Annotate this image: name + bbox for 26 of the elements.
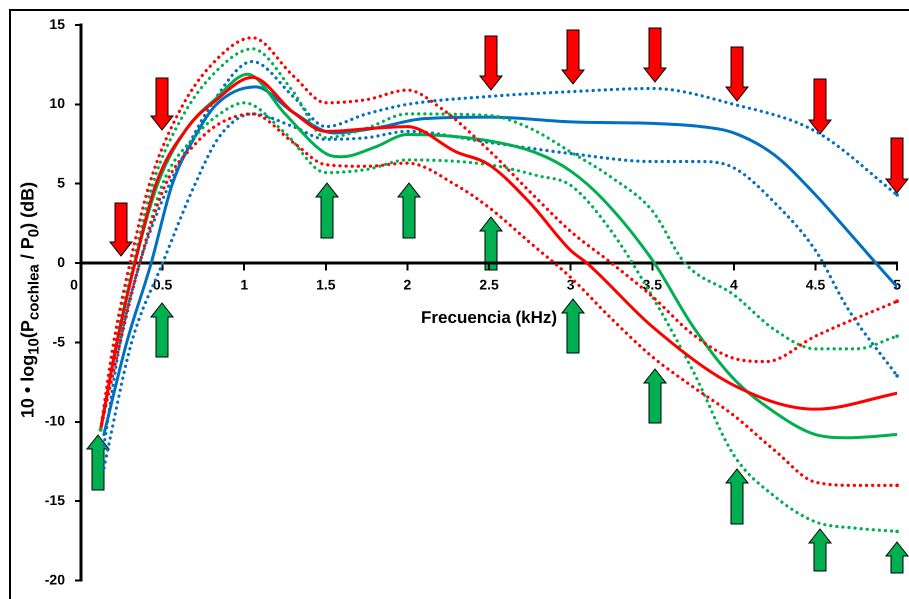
point: [102, 466, 106, 470]
y-tick-label: -15: [44, 492, 66, 508]
y-tick-label: 5: [57, 174, 66, 191]
point: [895, 334, 899, 338]
x-tick-label: 4: [730, 276, 738, 292]
x-tick-label: 2.5: [479, 276, 499, 292]
y-tick-label: 0: [57, 254, 66, 270]
x-tick-label: 3: [566, 276, 575, 292]
point: [895, 299, 899, 304]
point: [895, 484, 899, 488]
x-tick-label: 0: [70, 276, 92, 292]
y-tick-label: -5: [52, 333, 66, 350]
x-tick-label: 1: [240, 276, 248, 292]
x-tick-label: 4.5: [806, 276, 826, 292]
y-tick-label: 10: [49, 95, 66, 112]
x-tick-label: 0.5: [152, 276, 173, 292]
y-tick-label: -20: [44, 571, 66, 588]
point: [895, 530, 899, 534]
x-tick-label: 1.5: [316, 276, 336, 292]
point: [102, 444, 106, 448]
x-tick-label: 2: [404, 276, 412, 292]
point: [895, 193, 899, 197]
y-tick-label: -10: [44, 412, 66, 429]
y-tick-label: 15: [49, 16, 66, 32]
x-axis-title: Frecuencia (kHz): [421, 308, 558, 327]
point: [895, 374, 899, 378]
